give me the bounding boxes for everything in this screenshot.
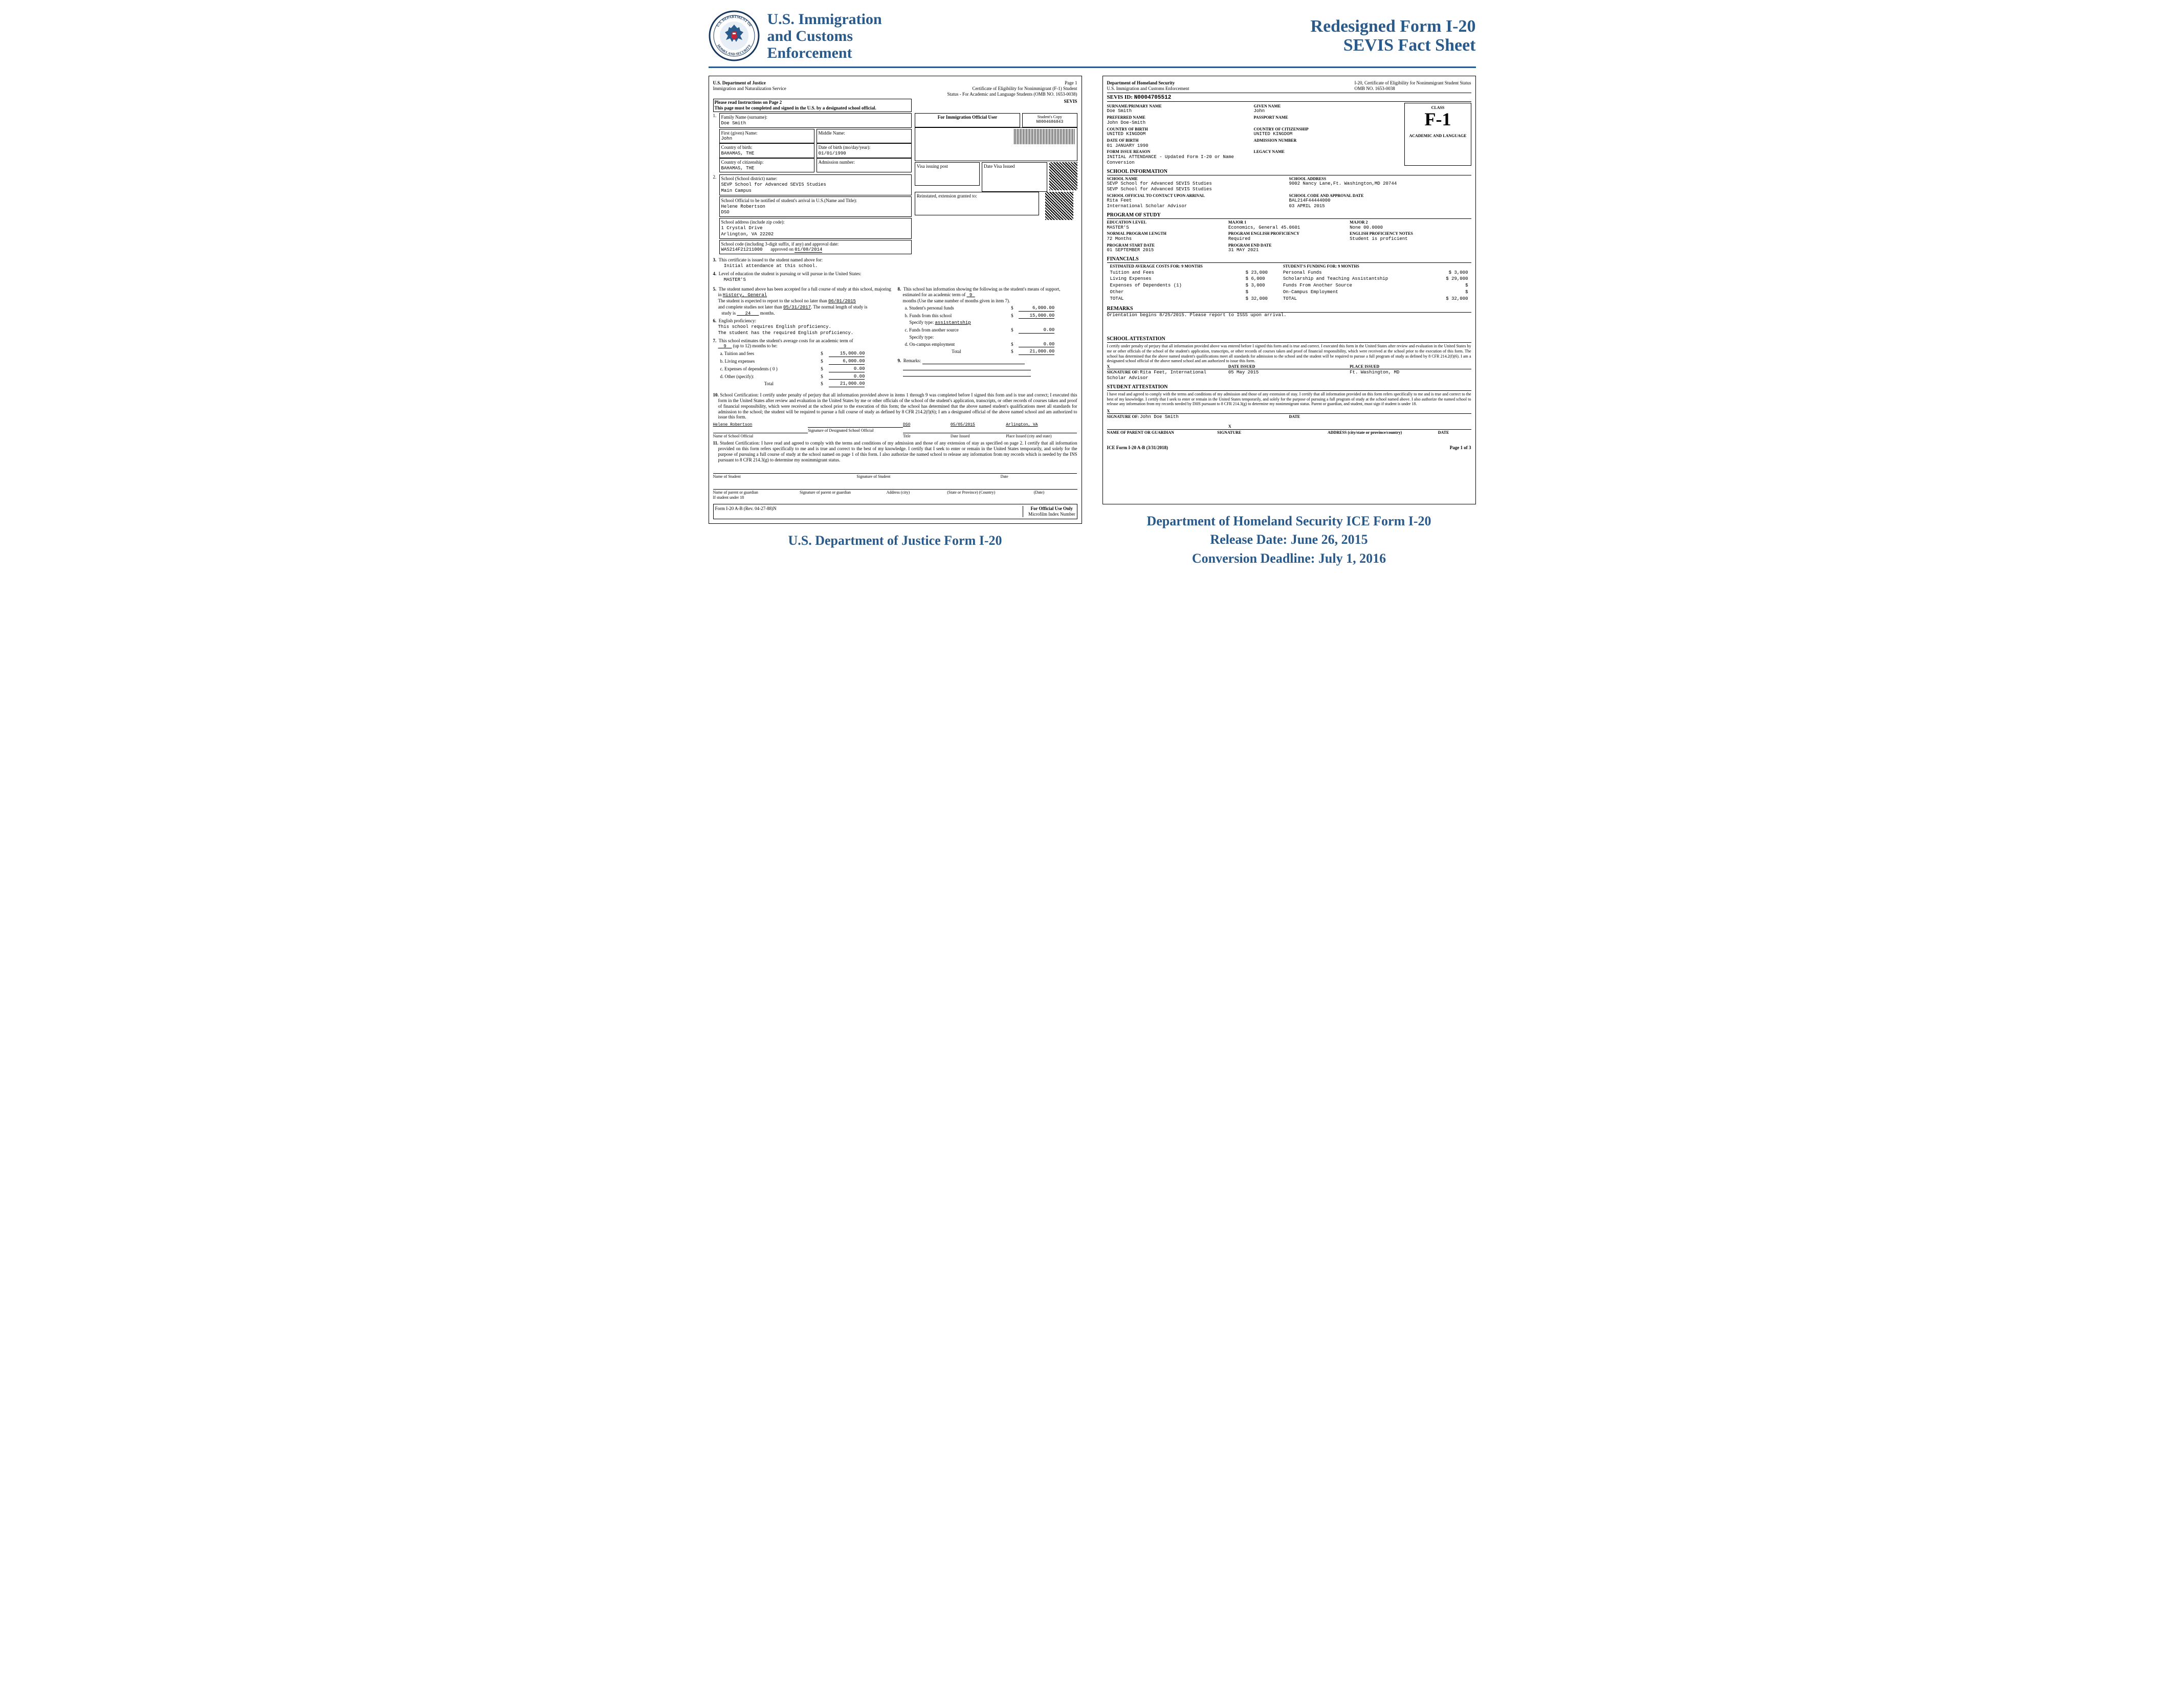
rf-cert: I-20, Certificate of Eligibility for Non… [1355,80,1471,92]
lf-school: School (School district) name: SEVP Scho… [719,174,912,195]
lf-barcode-1 [915,127,1077,161]
rf-program-hdr: PROGRAM OF STUDY [1107,212,1471,219]
rf-class-box: CLASS F-1 ACADEMIC AND LANGUAGE [1404,103,1471,166]
page-header: U.S. DEPARTMENT OF HOMELAND SECURITY U.S… [709,10,1476,68]
lf-s8: 8. This school has information showing t… [898,286,1077,356]
rf-surname: SURNAME/PRIMARY NAMEDoe Smith [1107,104,1254,114]
lf-admission: Admission number: [817,158,912,173]
lf-school-official: School Official to be notified of studen… [719,196,912,217]
rf-school-official: SCHOOL OFFICIAL TO CONTACT UPON ARRIVALR… [1107,193,1289,209]
lf-immi-official-hdr: For Immigration Official User [915,113,1020,127]
document-title: Redesigned Form I-20 SEVIS Fact Sheet [1311,17,1476,55]
rf-schoolattest-hdr: SCHOOL ATTESTATION [1107,336,1471,343]
rf-major1: MAJOR 1Economics, General 45.0601 [1228,220,1350,230]
doj-form-i20: U.S. Department of Justice Immigration a… [709,76,1082,524]
dhs-form-i20: Department of Homeland SecurityU.S. Immi… [1102,76,1476,504]
lf-s11: 11. Student Certification: I have read a… [713,440,1077,462]
rf-studentattest-text: I have read and agreed to comply with th… [1107,392,1471,407]
rf-fin-table: ESTIMATED AVERAGE COSTS FOR: 9 MONTHSSTU… [1107,263,1471,303]
rf-major2: MAJOR 2None 00.0000 [1350,220,1471,230]
rf-school-name: SCHOOL NAMESEVP School for Advanced SEVI… [1107,176,1289,192]
lf-s10-sig: Helene RobertsonName of School Official … [713,422,1077,438]
rf-dept: Department of Homeland SecurityU.S. Immi… [1107,80,1189,92]
rf-school-addr: SCHOOL ADDRESS9002 Nancy Lane,Ft. Washin… [1289,176,1471,192]
lf-s6: 6. English proficiency: This school requ… [713,318,893,336]
rf-school-hdr: SCHOOL INFORMATION [1107,169,1471,175]
rf-admission: ADMISSION NUMBER [1254,138,1401,148]
lf-footer: Form I-20 A-B (Rev. 04-27-88)N For Offic… [713,504,1077,519]
lf-reinstated: Reinstated, extension granted to: [915,192,1039,215]
lf-s5: 5. The student named above has been acce… [713,286,893,316]
lf-middle-name: Middle Name: [817,129,912,144]
lf-visa-date: Date Visa Issued [982,162,1047,192]
rf-studentattest-hdr: STUDENT ATTESTATION [1107,384,1471,391]
lf-pageno: Page 1 [947,80,1077,86]
rf-preferred: PREFERRED NAMEJohn Doe-Smith [1107,115,1254,125]
rf-remarks-hdr: REMARKS [1107,306,1471,313]
lf-s9: 9. Remarks: [898,358,1077,376]
rf-sevis-id: SEVIS ID: N0004705512 [1107,93,1471,101]
lf-s11-sig1: Name of Student Signature of Student Dat… [713,468,1077,479]
lf-s4: 4. Level of education the student is pur… [713,271,1077,283]
lf-s3: 3. This certificate is issued to the stu… [713,257,1077,269]
rf-passport: PASSPORT NAME [1254,115,1401,125]
right-caption: Department of Homeland Security ICE Form… [1102,512,1476,568]
rf-school-code: SCHOOL CODE AND APPROVAL DATEBAL214F4444… [1289,193,1471,209]
lf-qr-2 [1041,192,1077,222]
rf-school-sig-hdr: XDATE ISSUEDPLACE ISSUED [1107,364,1471,369]
rf-eng-notes: ENGLISH PROFICIENCY NOTESStudent is prof… [1350,231,1471,241]
lf-costs-table: a. Tuition and fees$15,000.00 b. Living … [718,349,893,388]
left-caption: U.S. Department of Justice Form I-20 [709,532,1082,550]
rf-legacy: LEGACY NAME [1254,149,1401,165]
lf-school-code: School code (including 3-digit suffix, i… [719,240,912,255]
lf-school-address: School address (include zip code): 1 Cry… [719,218,912,238]
lf-dob: Date of birth (mo/day/year): 01/01/1990 [817,143,912,158]
lf-family-name: Family Name (surname): Doe Smith [719,113,912,128]
rf-school-sig: SIGNATURE OF: Rita Feet, International S… [1107,369,1471,381]
rf-given: GIVEN NAMEJohn [1254,104,1401,114]
rf-start-date: PROGRAM START DATE01 SEPTEMBER 2015 [1107,243,1228,253]
agency-title: U.S. Immigration and Customs Enforcement [767,11,882,61]
rf-citizen: COUNTRY OF CITIZENSHIPUNITED KINGDOM [1254,127,1401,137]
lf-cert-title: Certificate of Eligibility for Nonimmigr… [947,86,1077,92]
lf-cert-sub: Status - For Academic and Language Stude… [947,92,1077,97]
lf-s10: 10. School Certification: I certify unde… [713,392,1077,420]
rf-footer: ICE Form I-20 A-B (3/31/2018) Page 1 of … [1107,445,1471,451]
lf-visa-post: Visa issuing post [915,162,980,186]
lf-student-copy: Student's Copy N0004686843 [1022,113,1077,127]
lf-sevis-hdr: SEVIS [915,99,1077,112]
lf-qr-1 [1049,162,1077,192]
rf-cob: COUNTRY OF BIRTHUNITED KINGDOM [1107,127,1254,137]
lf-cob: Country of birth: BAHAMAS, THE [719,143,814,158]
rf-dob: DATE OF BIRTH01 JANUARY 1990 [1107,138,1254,148]
rf-schoolattest-text: I certify under penalty of perjury that … [1107,344,1471,363]
rf-issue-reason: FORM ISSUE REASONINITIAL ATTENDANCE - Up… [1107,149,1254,165]
lf-citizenship: Country of citizenship: BAHAMAS, THE [719,158,814,173]
lf-s7: 7. This school estimates the student's a… [713,338,893,389]
rf-student-sig: SIGNATURE OF: John Doe Smith DATE [1107,413,1471,420]
rf-fin-hdr: FINANCIALS [1107,256,1471,263]
rf-prog-length: NORMAL PROGRAM LENGTH72 Months [1107,231,1228,241]
lf-given-name: First (given) Name: John [719,129,814,144]
lf-service: Immigration and Naturalization Service [713,86,786,91]
lf-funding-table: a. Student's personal funds$6,000.00 b. … [903,304,1077,357]
lf-dept: U.S. Department of Justice [713,80,766,85]
rf-parent-sig: NAME OF PARENT OR GUARDIAN SIGNATURE ADD… [1107,429,1471,435]
lf-s11-sig2: Name of parent or guardianIf student und… [713,484,1077,500]
dhs-seal-icon: U.S. DEPARTMENT OF HOMELAND SECURITY [709,10,760,61]
rf-edu-level: EDUCATION LEVELMASTER'S [1107,220,1228,230]
rf-end-date: PROGRAM END DATE31 MAY 2021 [1228,243,1350,253]
rf-eng-prof: PROGRAM ENGLISH PROFICIENCYRequired [1228,231,1350,241]
rf-remarks: Orientation begins 8/25/2015. Please rep… [1107,313,1471,318]
lf-instructions: Please read Instructions on Page 2 This … [713,99,912,112]
